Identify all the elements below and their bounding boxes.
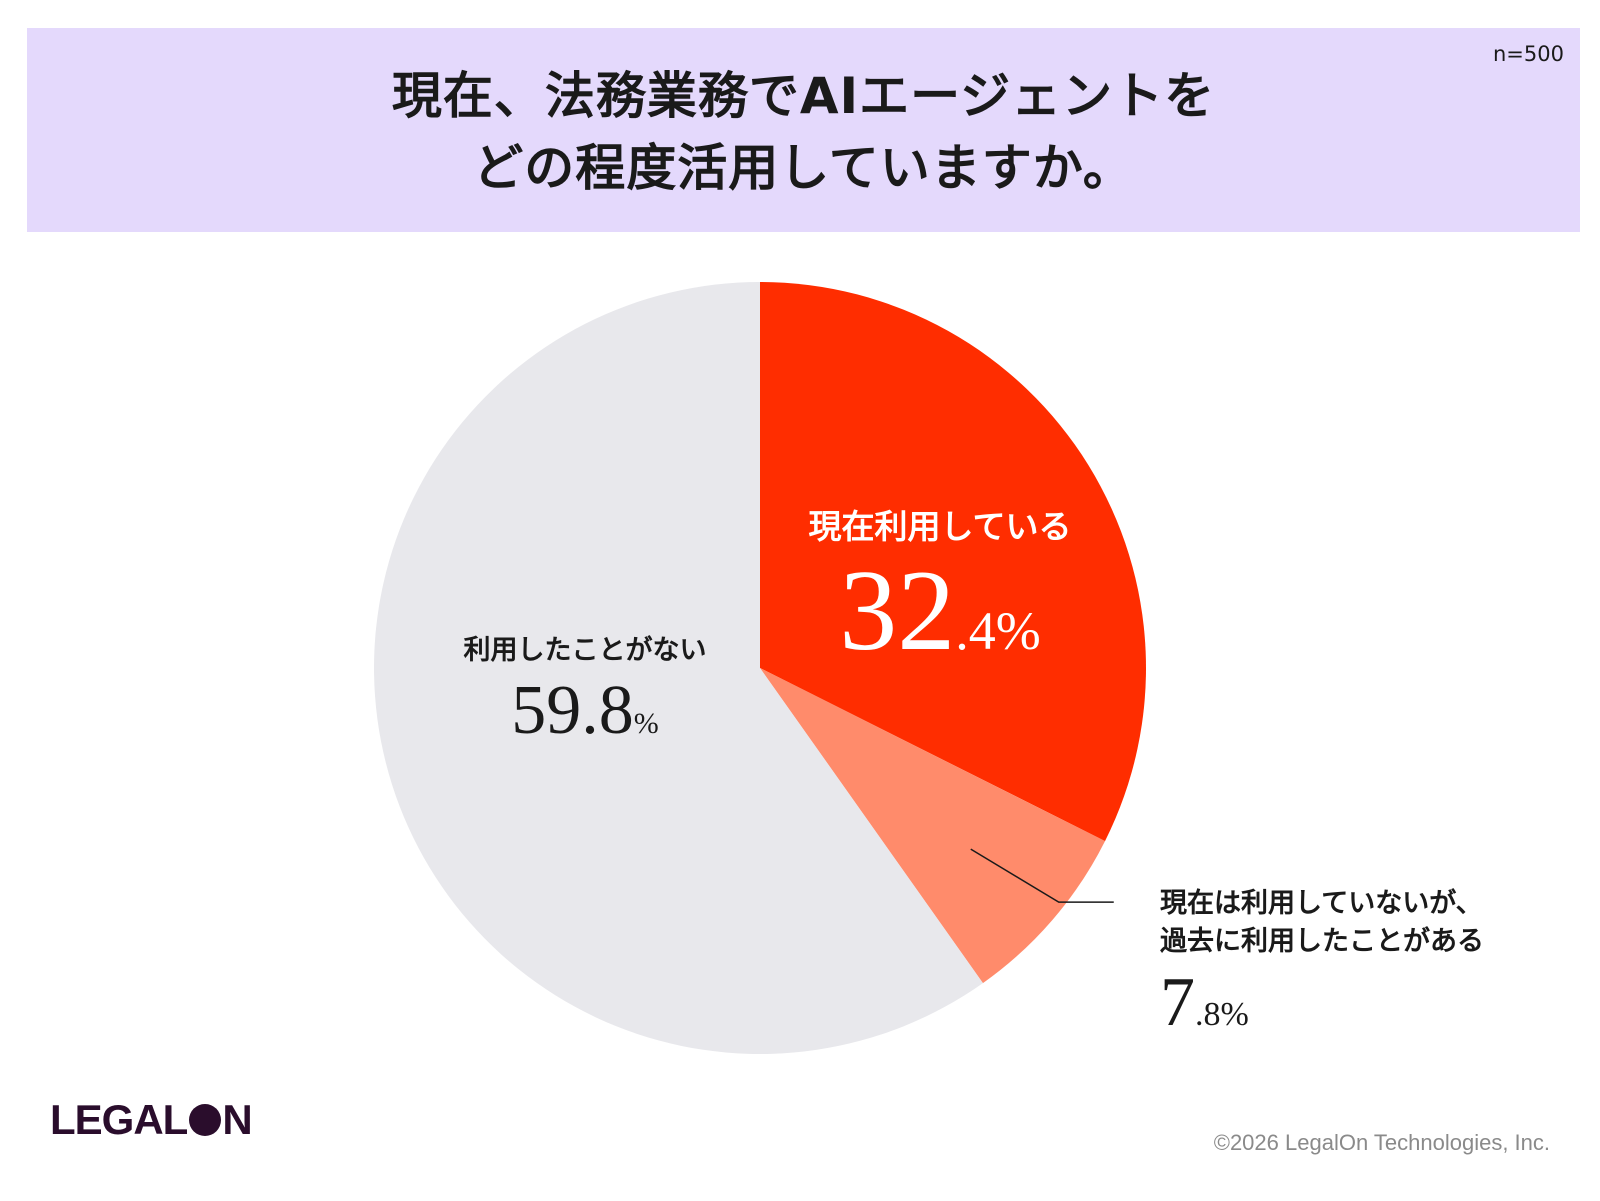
pie-slice-never (373, 282, 983, 1055)
chart-title: 現在、法務業務でAIエージェントを どの程度活用していますか。 (27, 60, 1580, 204)
logo-dot-icon (189, 1104, 222, 1136)
label-current: 現在利用している 32.4% (790, 500, 1090, 669)
label-current-dec: .4% (955, 601, 1041, 661)
pie-slice-past (760, 668, 1106, 984)
label-current-percent: 32.4% (790, 553, 1090, 669)
label-current-int: 32 (839, 547, 956, 675)
sample-size: n=500 (1493, 42, 1564, 66)
label-never-int: 59.8 (511, 672, 634, 749)
title-line-1: 現在、法務業務でAIエージェントを (391, 67, 1216, 125)
label-past-int: 7 (1160, 964, 1195, 1041)
label-never-percent: 59.8% (440, 673, 730, 749)
label-past-dec: .8% (1195, 996, 1249, 1033)
title-band: 現在、法務業務でAIエージェントを どの程度活用していますか。 n=500 (27, 28, 1580, 232)
label-past-text: 現在は利用していないが、 過去に利用したことがある (1160, 885, 1484, 961)
logo-text-right: N (222, 1096, 252, 1143)
label-never-text: 利用したことがない (463, 635, 707, 666)
label-never-dec: % (633, 707, 659, 740)
label-past-line-1: 現在は利用していないが、 (1160, 888, 1483, 919)
title-line-2: どの程度活用していますか。 (473, 139, 1134, 197)
label-never: 利用したことがない 59.8% (440, 628, 730, 749)
label-past: 現在は利用していないが、 過去に利用したことがある 7.8% (1160, 885, 1484, 1041)
label-past-percent: 7.8% (1160, 965, 1484, 1041)
label-current-text: 現在利用している (808, 507, 1072, 546)
logo-text-left: LEGAL (50, 1096, 188, 1143)
pie-slice-current (760, 282, 1146, 842)
label-past-line-2: 過去に利用したことがある (1160, 926, 1484, 957)
copyright: ©2026 LegalOn Technologies, Inc. (1213, 1130, 1550, 1155)
legalon-logo: LEGAL N (50, 1096, 253, 1144)
leader-line-past (970, 848, 1114, 903)
